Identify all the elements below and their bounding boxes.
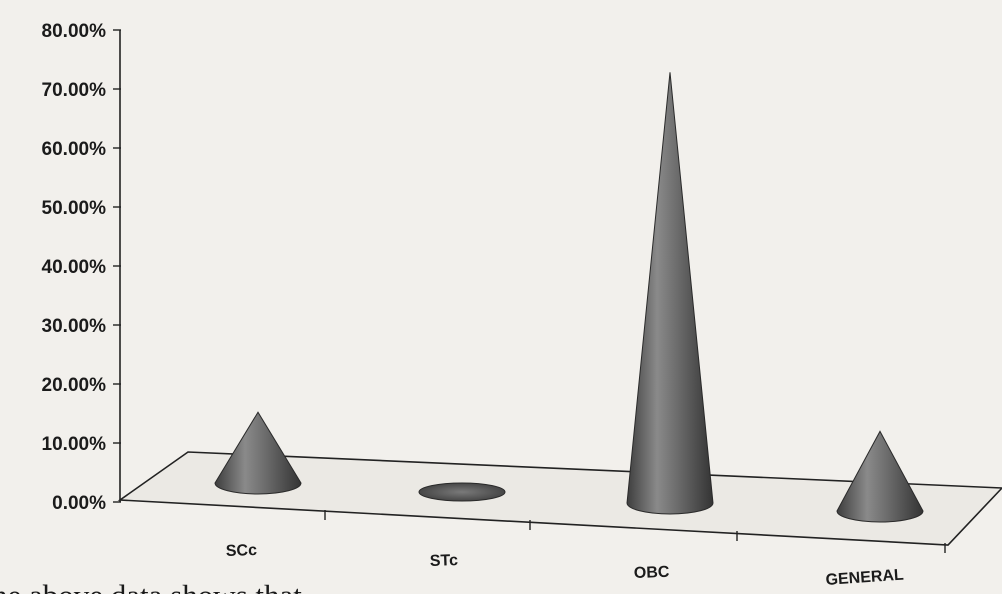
x-category-label: GENERAL — [825, 567, 904, 589]
x-axis-ticks — [324, 510, 946, 553]
cone-stc — [418, 482, 506, 502]
x-category-label: STc — [430, 552, 459, 570]
cone-scc — [214, 411, 302, 495]
y-tick-label: 50.00% — [42, 198, 107, 219]
chart-floor — [117, 451, 1002, 546]
y-tick-label: 0.00% — [52, 493, 106, 514]
y-tick-label: 30.00% — [42, 316, 107, 337]
cone-general — [836, 430, 924, 523]
y-tick-label: 10.00% — [42, 434, 107, 455]
y-tick-label: 70.00% — [42, 80, 107, 101]
x-category-label: OBC — [634, 564, 671, 582]
caption-text: he above data shows that — [0, 578, 302, 594]
y-tick-label: 80.00% — [42, 21, 107, 42]
y-tick-label: 20.00% — [42, 375, 107, 396]
cone-obc — [626, 72, 714, 515]
x-category-label: SCc — [226, 542, 258, 560]
y-tick-label: 60.00% — [42, 139, 107, 160]
y-tick-label: 40.00% — [42, 257, 107, 278]
